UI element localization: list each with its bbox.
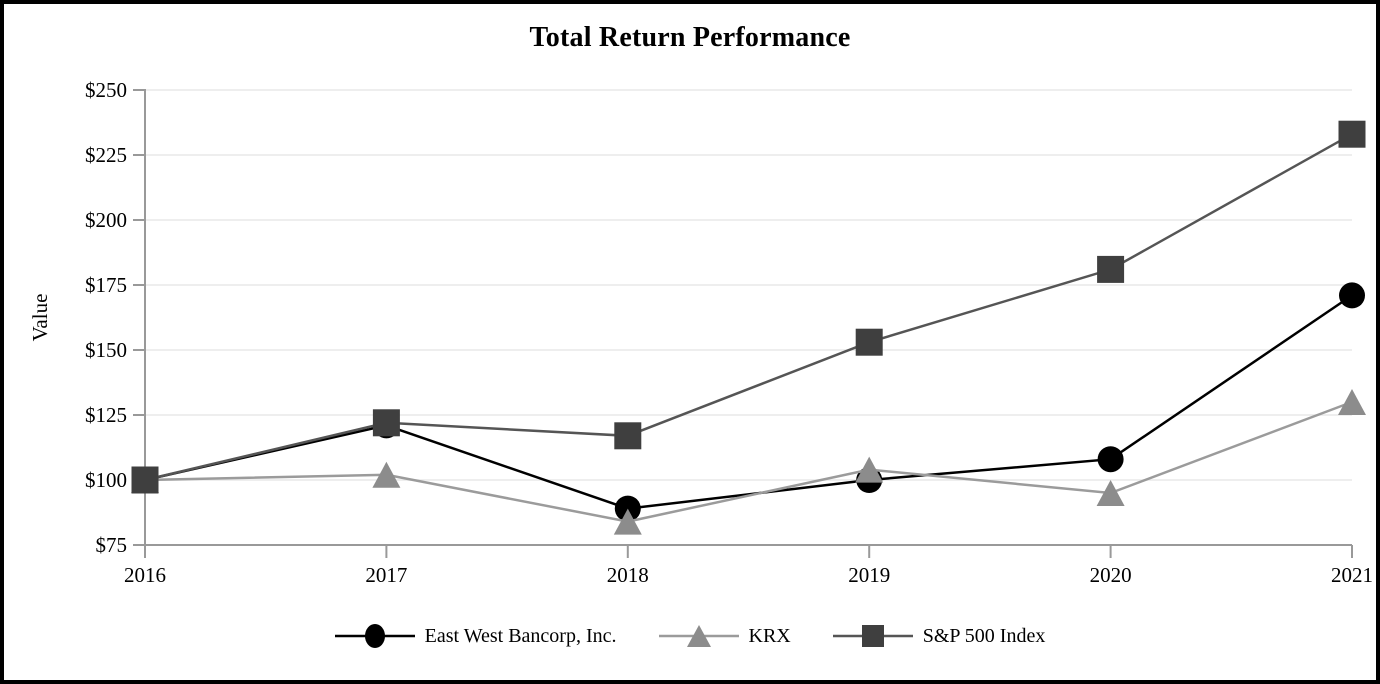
triangle-marker <box>372 461 401 488</box>
square-marker <box>1097 255 1125 283</box>
triangle-marker <box>855 456 884 483</box>
square-marker <box>861 625 884 647</box>
legend-item-east-west-bancorp: East West Bancorp, Inc. <box>334 622 617 650</box>
chart-title: Total Return Performance <box>529 22 851 53</box>
legend: East West Bancorp, Inc. KRX S&P 500 Inde… <box>4 622 1376 650</box>
x-tick-label: 2018 <box>607 563 649 587</box>
square-marker <box>614 422 642 450</box>
y-axis-title: Value <box>28 294 52 342</box>
y-tick-label: $75 <box>96 533 128 557</box>
x-tick-label: 2019 <box>848 563 890 587</box>
x-tick-label: 2016 <box>124 563 166 587</box>
y-tick-label: $250 <box>85 78 127 102</box>
x-tick-label: 2017 <box>365 563 407 587</box>
x-tick-label: 2021 <box>1331 563 1373 587</box>
y-tick-label: $225 <box>85 143 127 167</box>
y-tick-label: $150 <box>85 338 127 362</box>
y-tick-label: $100 <box>85 468 127 492</box>
square-marker <box>855 328 883 356</box>
square-marker <box>372 409 400 437</box>
y-tick-label: $200 <box>85 208 127 232</box>
y-tick-label: $175 <box>85 273 127 297</box>
legend-label: East West Bancorp, Inc. <box>424 624 617 647</box>
legend-label: S&P 500 Index <box>922 624 1046 647</box>
legend-item-sp500: S&P 500 Index <box>832 622 1046 650</box>
circle-marker <box>1339 282 1365 309</box>
circle-marker <box>1097 446 1124 473</box>
x-tick-label: 2020 <box>1090 563 1132 587</box>
circle-marker <box>614 495 641 522</box>
legend-item-krx: KRX <box>658 622 791 650</box>
y-tick-label: $125 <box>85 403 127 427</box>
legend-label: KRX <box>748 624 791 647</box>
chart-canvas: $250 $225 $200 $175 $150 $125 $100 $75 2016 2017 2… <box>28 78 1373 587</box>
square-marker <box>1338 120 1366 148</box>
triangle-marker <box>1096 480 1125 506</box>
square-marker <box>131 466 159 494</box>
triangle-marker <box>613 508 642 535</box>
triangle-marker <box>686 625 711 647</box>
triangle-marker <box>1338 389 1366 415</box>
series-line-0 <box>144 294 1353 510</box>
circle-marker <box>364 624 385 648</box>
circle-marker-swatch <box>334 624 415 648</box>
series-line-1 <box>144 400 1353 523</box>
series-line-2 <box>144 133 1353 482</box>
square-marker-swatch <box>832 625 913 647</box>
triangle-marker-swatch <box>658 625 739 647</box>
